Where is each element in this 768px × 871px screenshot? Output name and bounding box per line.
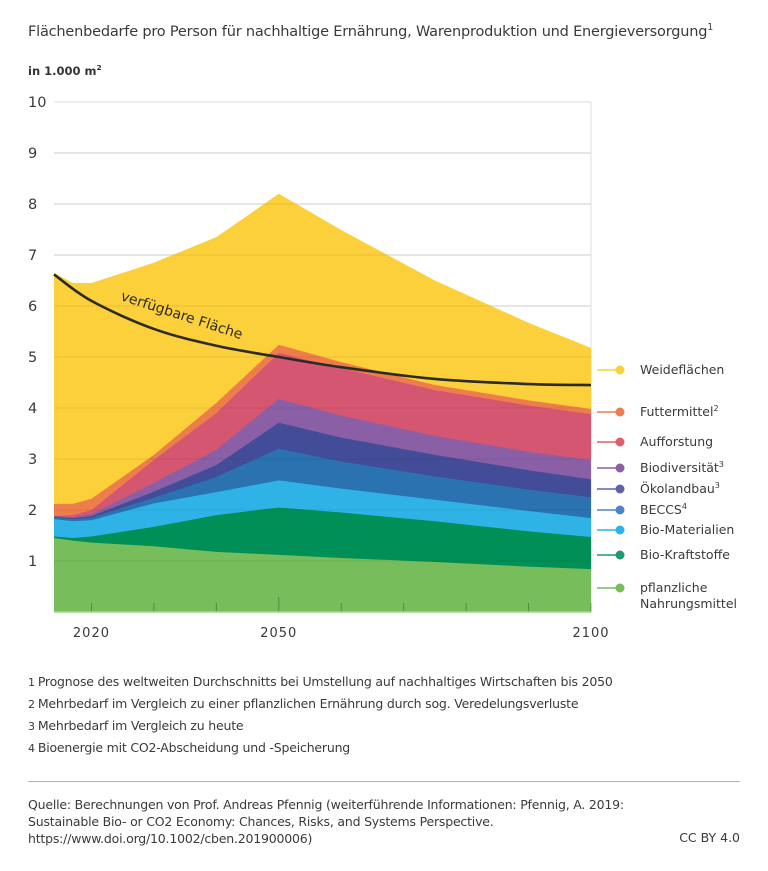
footnote-text: Mehrbedarf im Vergleich zu heute (37, 718, 244, 733)
legend-label: BECCS (640, 502, 682, 517)
y-tick-label: 7 (28, 248, 37, 264)
footnote-text: Bioenergie mit CO2-Abscheidung und -Spei… (37, 740, 351, 755)
y-tick-label: 8 (28, 197, 37, 213)
footnote-number: 1 (28, 676, 35, 689)
y-tick-label: 5 (28, 350, 37, 366)
footnote-number: 4 (28, 742, 35, 755)
legend-footnote-marker: 4 (681, 500, 688, 511)
y-tick-label: 1 (28, 554, 37, 570)
legend-dot-marker (615, 463, 625, 473)
license-label: CC BY 4.0 (679, 830, 740, 845)
unit-superscript: 2 (96, 63, 102, 73)
footnote-number: 3 (28, 720, 35, 733)
x-tick-label: 2100 (572, 626, 609, 641)
legend-dot-marker (615, 505, 625, 515)
legend-dot-marker (615, 525, 625, 535)
legend-label: Futtermittel (640, 404, 714, 419)
chart-title-text: Flächenbedarfe pro Person für nachhaltig… (28, 24, 708, 40)
y-tick-label: 3 (28, 452, 37, 468)
legend-item: Bio-Kraftstoffe (640, 547, 730, 563)
source-line: Quelle: Berechnungen von Prof. Andreas P… (28, 797, 624, 812)
legend-item: pflanzliche Nahrungsmittel (640, 580, 737, 612)
legend-item: Weideflächen (640, 362, 724, 378)
unit-text: in 1.000 m (28, 64, 97, 78)
x-axis: 2020 2050 2100 (54, 597, 609, 641)
x-tick-label: 2020 (73, 626, 110, 641)
legend-item: Futtermittel2 (640, 404, 719, 420)
legend-footnote-marker: 2 (713, 402, 719, 413)
legend-dot-marker (615, 437, 625, 447)
footnote: 3 Mehrbedarf im Vergleich zu heute (28, 718, 244, 733)
grid-overlay (54, 152, 591, 562)
y-tick-label: 6 (28, 299, 37, 315)
legend-label: Biodiversität (640, 460, 719, 475)
legend-item: Aufforstung (640, 434, 713, 450)
y-tick-label: 4 (28, 401, 37, 417)
legend-item: Bio-Materialien (640, 522, 734, 538)
y-axis: 1 2 3 4 5 6 7 8 9 10 (28, 95, 46, 570)
area-pflanzliche-nahrungsmittel (54, 538, 591, 612)
legend-label-line2: Nahrungsmittel (640, 596, 737, 611)
footnote-text: Mehrbedarf im Vergleich zu einer pflanzl… (37, 696, 579, 711)
legend-label: Bio-Kraftstoffe (640, 547, 730, 562)
divider (28, 781, 740, 782)
footnote-text: Prognose des weltweiten Durchschnitts be… (37, 674, 613, 689)
legend-label: pflanzliche (640, 580, 708, 595)
footnote: 1 Prognose des weltweiten Durchschnitts b… (28, 674, 613, 689)
legend-item: Ökolandbau3 (640, 481, 720, 497)
legend-item: Biodiversität3 (640, 460, 724, 476)
legend-label: Bio-Materialien (640, 522, 735, 537)
legend-dot-marker (615, 365, 625, 375)
footnote: 4 Bioenergie mit CO2-Abscheidung und -Spe… (28, 740, 350, 755)
legend-dot-marker (615, 407, 625, 417)
y-axis-unit-label: in 1.000 m2 (28, 64, 102, 78)
area-layers (54, 193, 591, 613)
chart-title: Flächenbedarfe pro Person für nachhaltig… (28, 22, 714, 40)
source-text: Quelle: Berechnungen von Prof. Andreas P… (28, 796, 624, 847)
legend-footnote-marker: 3 (718, 458, 724, 469)
legend-dot-marker (615, 583, 625, 593)
source-line: Sustainable Bio- or CO2 Economy: Chances… (28, 814, 494, 829)
title-footnote-marker: 1 (707, 22, 714, 34)
legend-markers (597, 365, 625, 593)
y-tick-label: 2 (28, 503, 37, 519)
legend-label: Ökolandbau (640, 481, 715, 496)
legend-label: Aufforstung (640, 434, 714, 449)
legend-item: BECCS4 (640, 502, 687, 518)
legend-footnote-marker: 3 (714, 479, 720, 490)
legend-dot-marker (615, 550, 625, 560)
y-tick-label: 9 (28, 146, 37, 162)
x-tick-label: 2050 (260, 626, 297, 641)
footnote: 2 Mehrbedarf im Vergleich zu einer pflanz… (28, 696, 579, 711)
footnote-number: 2 (28, 698, 35, 711)
legend-label: Weideflächen (640, 362, 725, 377)
y-tick-label: 10 (28, 95, 46, 111)
source-line: https://www.doi.org/10.1002/cben.2019000… (28, 831, 313, 846)
legend-dot-marker (615, 484, 625, 494)
available-area-line (53, 273, 592, 387)
